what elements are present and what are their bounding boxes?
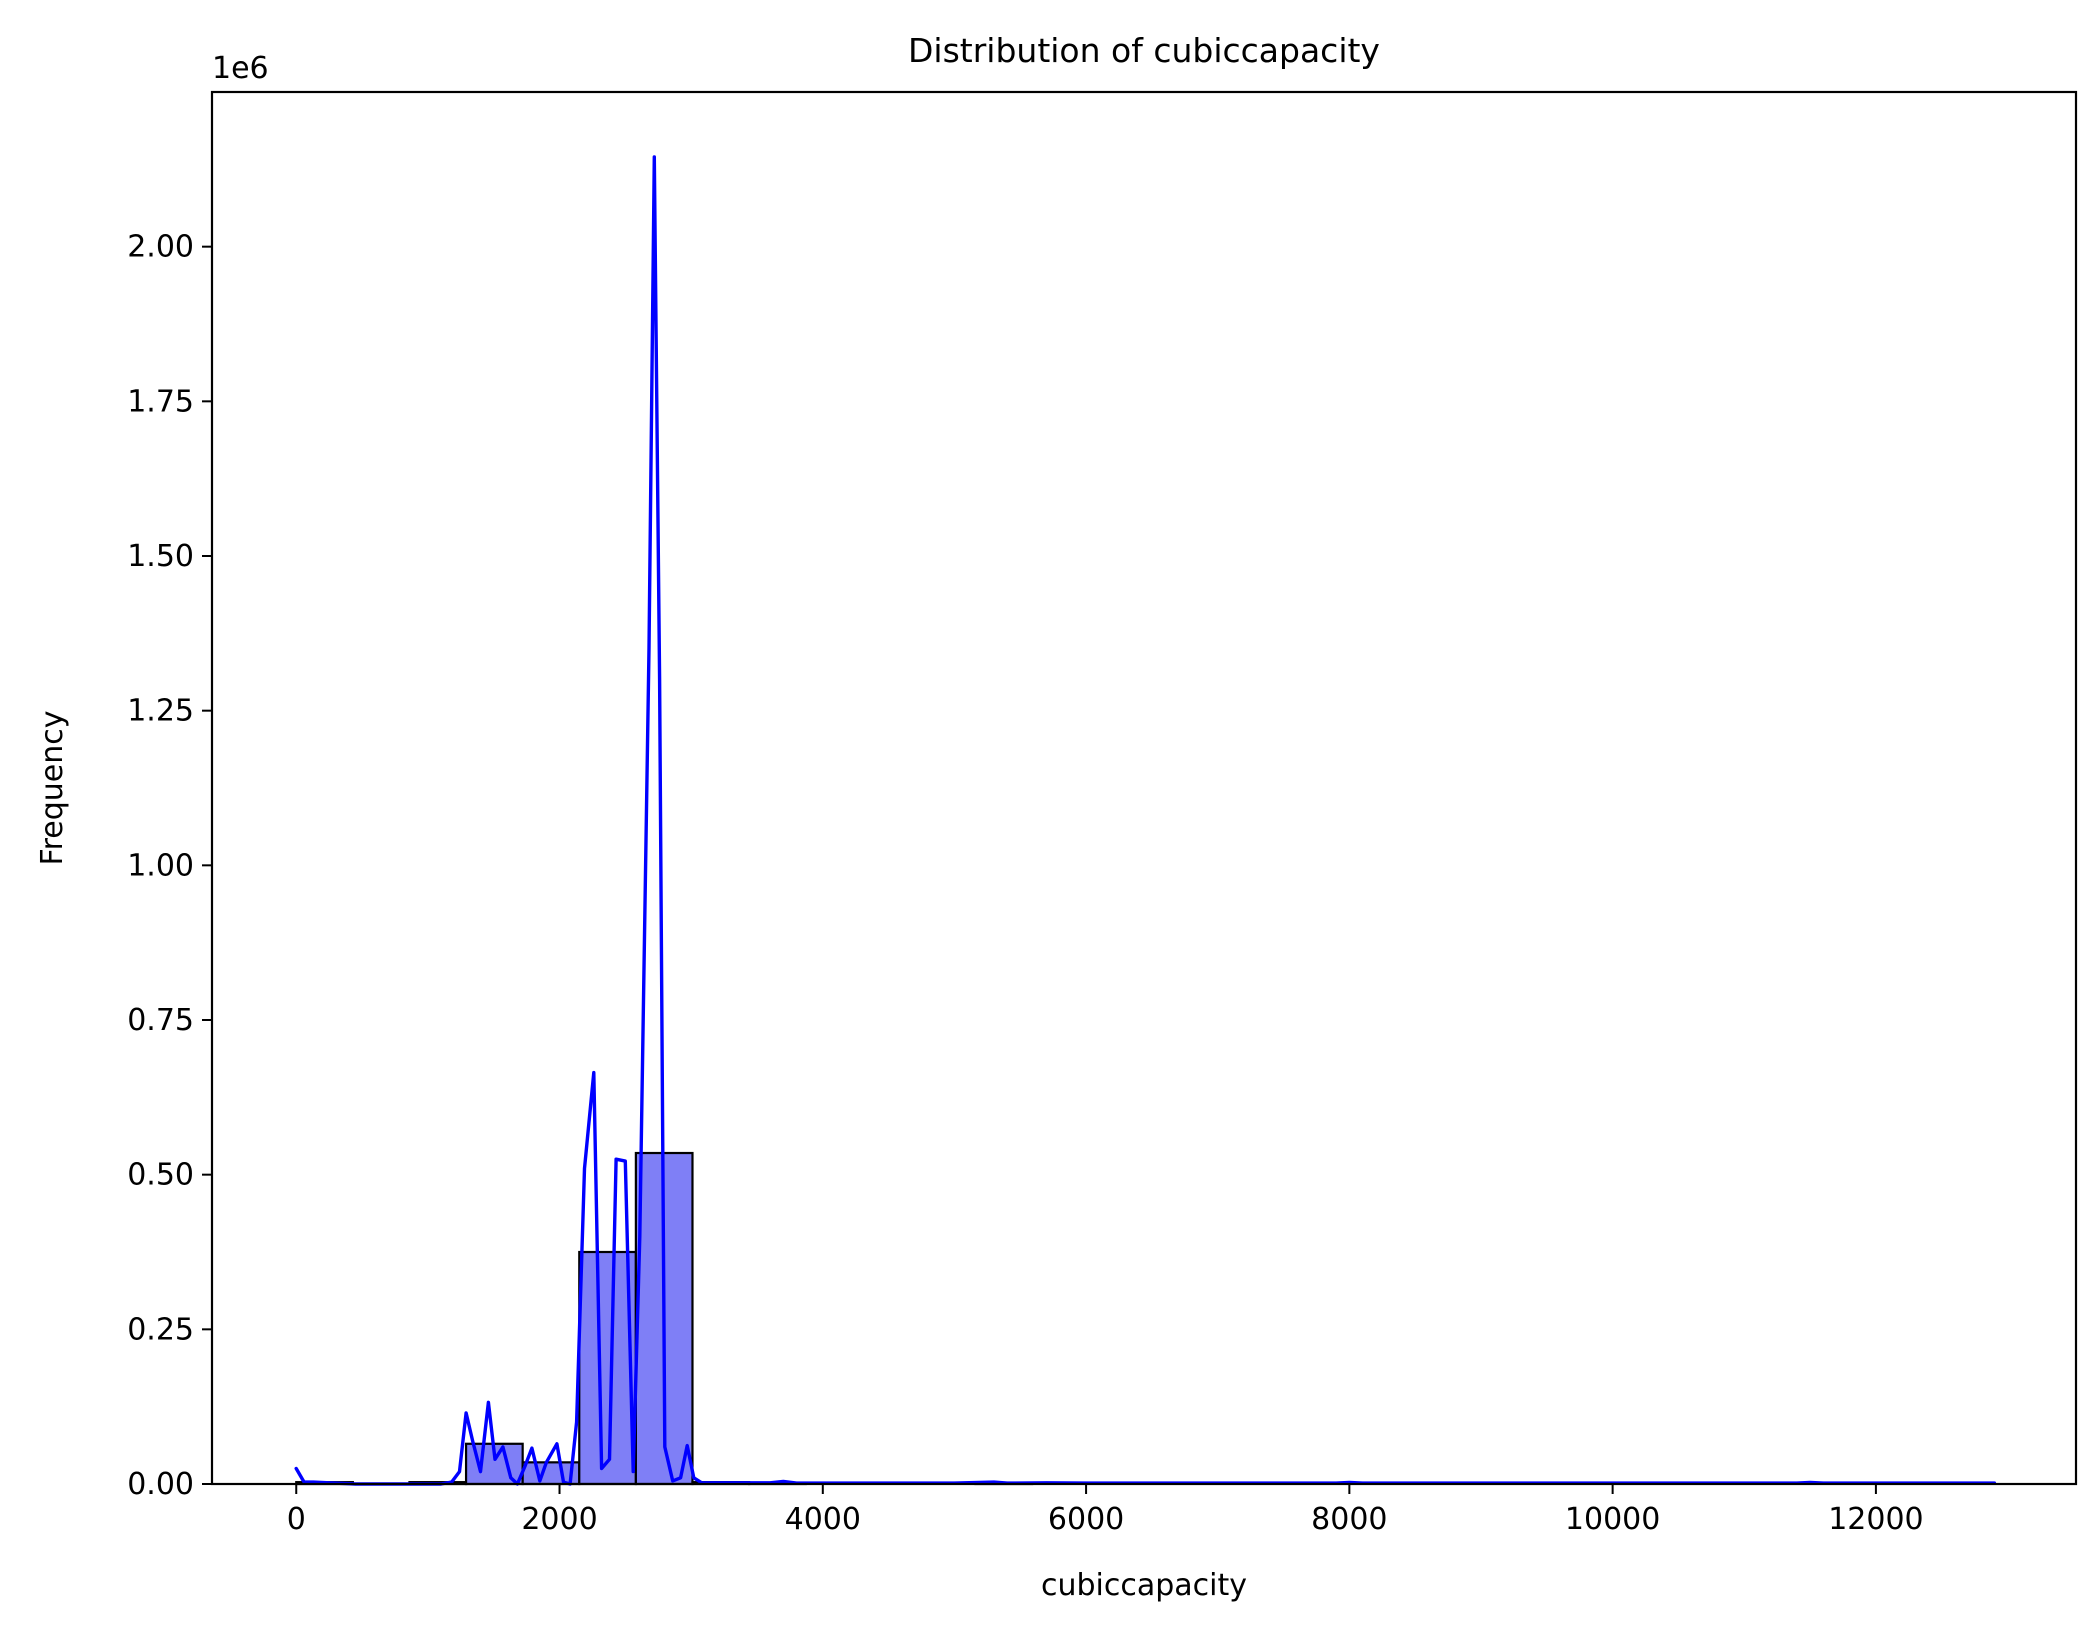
- plot-area-frame: [210, 90, 2078, 1486]
- x-tick-label: 6000: [1048, 1502, 1124, 1537]
- x-tick-label: 2000: [521, 1502, 597, 1537]
- y-tick-label: 1.75: [127, 384, 194, 419]
- y-axis-ticks: 0.00 0.25 0.50 0.75 1.00 1.25 1.50 1.75 2.00: [127, 230, 212, 1502]
- y-tick-label: 1.50: [127, 539, 194, 574]
- y-tick-label: 1.25: [127, 694, 194, 729]
- kde-layer: [294, 155, 1997, 1486]
- y-tick-label: 0.50: [127, 1158, 194, 1193]
- y-tick-label: 0.00: [127, 1467, 194, 1502]
- y-axis-label: Frequency: [35, 711, 70, 866]
- x-tick-label: 0: [287, 1502, 306, 1537]
- x-axis-label: cubiccapacity: [1041, 1568, 1247, 1603]
- x-tick-label: 12000: [1828, 1502, 1923, 1537]
- y-tick-label: 2.00: [127, 230, 194, 265]
- x-axis-ticks: 0 2000 4000 6000 8000 10000 12000: [287, 1484, 1924, 1537]
- y-tick-label: 0.25: [127, 1312, 194, 1347]
- x-tick-label: 8000: [1311, 1502, 1387, 1537]
- y-axis-offset-label: 1e6: [212, 51, 269, 86]
- y-tick-label: 1.00: [127, 848, 194, 883]
- x-tick-label: 4000: [785, 1502, 861, 1537]
- kde-line: [294, 155, 1997, 1486]
- y-tick-label: 0.75: [127, 1003, 194, 1038]
- chart-title: Distribution of cubiccapacity: [908, 31, 1380, 70]
- x-tick-label: 10000: [1565, 1502, 1660, 1537]
